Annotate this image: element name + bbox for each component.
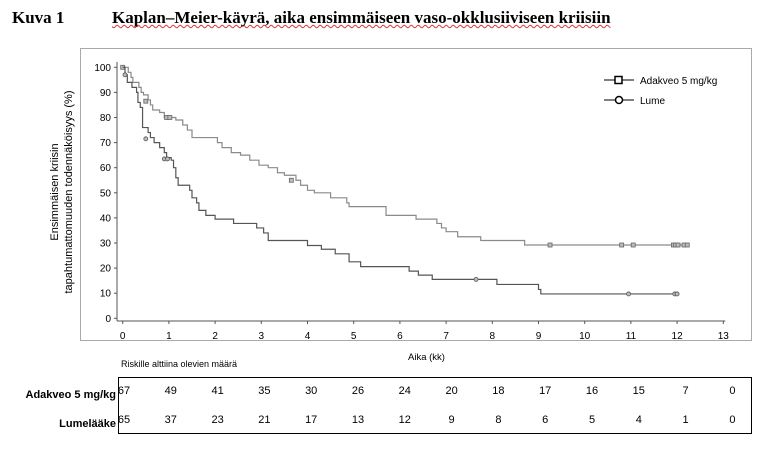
risk-count: 6 (542, 414, 549, 426)
censor-mark (143, 98, 149, 104)
censor-mark (473, 276, 479, 282)
legend-label: Adakveo 5 mg/kg (640, 76, 717, 87)
risk-count: 67 (117, 385, 131, 397)
y-tick-label: 0 (105, 314, 111, 325)
x-axis-label: Aika (kk) (408, 352, 445, 363)
censor-mark (167, 115, 173, 120)
x-tick-label: 4 (305, 331, 311, 342)
risk-count: 18 (492, 385, 505, 397)
risk-count: 16 (585, 385, 599, 397)
censor-mark (619, 242, 625, 248)
risk-count: 0 (729, 385, 736, 397)
risk-row-label: Adakveo 5 mg/kg (25, 389, 116, 401)
y-tick-label: 30 (100, 239, 112, 250)
risk-count: 21 (258, 414, 271, 426)
survival-curve-adakveo (122, 66, 689, 246)
y-tick-label: 90 (100, 88, 112, 99)
y-tick-label: 60 (100, 163, 112, 174)
censor-mark (547, 242, 553, 248)
legend-circle-icon (614, 95, 624, 105)
censor-mark (288, 177, 294, 183)
censor-mark (675, 242, 681, 248)
risk-count: 0 (729, 414, 736, 426)
risk-count: 17 (539, 385, 552, 397)
x-tick-label: 5 (351, 331, 357, 342)
y-tick-label: 10 (100, 289, 112, 300)
risk-count: 20 (445, 385, 458, 397)
risk-table-title: Riskille alttiina olevien määrä (121, 359, 238, 369)
risk-count: 37 (164, 414, 177, 426)
x-tick-label: 9 (536, 331, 542, 342)
y-axis-label: Ensimmäisen kriisin (49, 143, 61, 240)
censor-mark (143, 136, 149, 142)
risk-count: 41 (211, 385, 224, 397)
legend-square-icon (614, 75, 623, 85)
y-tick-label: 40 (100, 213, 112, 224)
risk-count: 30 (305, 385, 318, 397)
risk-count: 24 (398, 385, 411, 397)
censor-mark (626, 291, 631, 297)
risk-count: 26 (351, 385, 365, 397)
y-tick-label: 70 (100, 138, 112, 149)
censor-mark (165, 156, 170, 162)
risk-count: 65 (117, 414, 131, 426)
x-tick-label: 7 (443, 331, 449, 342)
x-tick-label: 3 (259, 331, 265, 342)
y-axis-label: tapahtumattomuuden todennäköisyys (%) (63, 90, 75, 293)
x-tick-label: 2 (212, 331, 218, 342)
risk-row-label: Lumelääke (59, 418, 116, 430)
x-tick-label: 6 (397, 331, 403, 342)
legend-label: Lume (640, 96, 665, 107)
risk-count: 49 (164, 385, 177, 397)
risk-count: 23 (211, 414, 224, 426)
x-tick-label: 8 (490, 331, 496, 342)
x-tick-label: 0 (120, 331, 126, 342)
y-tick-label: 20 (100, 264, 112, 275)
x-tick-label: 1 (166, 331, 172, 342)
risk-count: 9 (448, 414, 455, 426)
risk-count: 12 (398, 414, 411, 426)
risk-count: 7 (682, 385, 689, 397)
x-tick-label: 12 (672, 331, 684, 342)
risk-count: 15 (632, 385, 645, 397)
y-tick-label: 80 (100, 113, 112, 124)
risk-table (118, 377, 752, 434)
risk-count: 4 (635, 414, 642, 426)
risk-count: 1 (682, 414, 689, 426)
survival-curve-lume (122, 66, 680, 295)
x-tick-label: 11 (626, 331, 637, 342)
risk-count: 8 (495, 414, 502, 426)
y-tick-label: 100 (94, 63, 111, 74)
censor-mark (630, 242, 636, 248)
censor-mark (684, 242, 690, 248)
risk-count: 13 (351, 414, 365, 426)
x-tick-label: 10 (579, 331, 591, 342)
y-tick-label: 50 (100, 188, 112, 199)
risk-count: 35 (258, 385, 271, 397)
figure-title: Kaplan–Meier-käyrä, aika ensimmäiseen va… (112, 8, 611, 27)
risk-count: 17 (305, 414, 318, 426)
figure-number: Kuva 1 (12, 8, 65, 27)
plot-frame (80, 48, 752, 341)
risk-count: 5 (588, 414, 596, 426)
x-tick-label: 13 (718, 331, 730, 342)
censor-mark (674, 291, 680, 297)
censor-mark (122, 72, 128, 78)
